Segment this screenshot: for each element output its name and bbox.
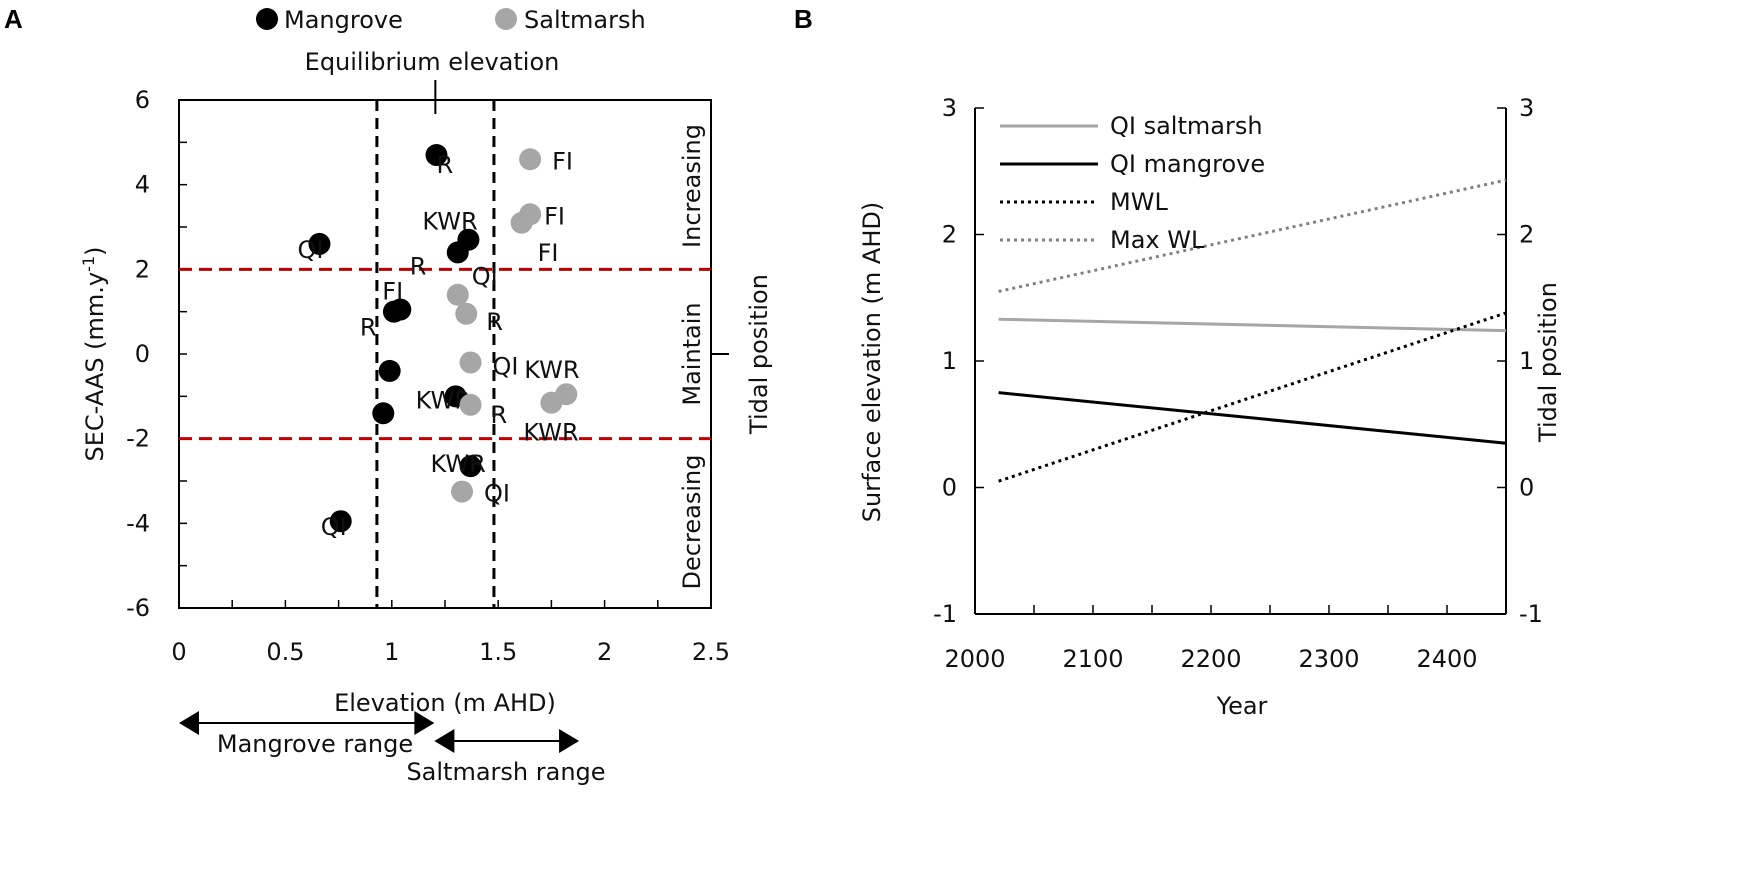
panel-a-legend: Mangrove Saltmarsh [256, 6, 646, 34]
saltmarsh-site-label: FI [552, 147, 573, 175]
panel-a-x-tick-label: 1.5 [479, 638, 517, 666]
panel-a-x-axis-title: Elevation (m AHD) [334, 689, 556, 717]
panel-b-left-y-tick-label: 1 [942, 347, 957, 375]
panel-a-y-tick-label: -2 [126, 425, 150, 453]
panel-b-right-y-tick-label: 2 [1519, 221, 1534, 249]
mangrove-site-label: FI [382, 278, 403, 306]
saltmarsh-point [459, 393, 482, 416]
panel-b-right-y-tick-label: 1 [1519, 347, 1534, 375]
panel-b-x-tick-label: 2000 [944, 645, 1005, 673]
panel-b-label: B [794, 4, 813, 34]
panel-b-x-axis-title: Year [1216, 692, 1268, 720]
saltmarsh-site-label: QI [472, 263, 498, 291]
panel-a-y-axis-title: SEC-AAS (mm.y-1) [79, 247, 109, 462]
saltmarsh-site-label: QI [484, 480, 510, 508]
zone-label-increasing: Increasing [678, 124, 706, 248]
saltmarsh-site-label: FI [538, 239, 559, 267]
legend-label-mangrove: Mangrove [284, 6, 403, 34]
mangrove-point [308, 232, 331, 255]
mangrove-point [425, 144, 448, 167]
panel-a-x-tick-label: 2.5 [692, 638, 730, 666]
panel-a-right-label: Tidal position [745, 274, 773, 435]
panel-b-left-y-tick-label: 0 [942, 474, 957, 502]
saltmarsh-point [451, 480, 474, 503]
legend-label-mwl: MWL [1110, 188, 1168, 216]
saltmarsh-site-label: QI [493, 352, 519, 380]
chart-marks: 0 0.5 1 1.5 2 2.5-6-4-20246RKWRRQIFIRKWRKWRQI… [126, 80, 1543, 753]
panel-b-x-tick-label: 2300 [1298, 645, 1359, 673]
y-title-sup: -1 [79, 256, 98, 272]
legend-marker-saltmarsh [495, 8, 517, 30]
panel-b-x-tick-label: 2100 [1062, 645, 1123, 673]
panel-b-x-tick-label: 2200 [1180, 645, 1241, 673]
zone-label-decreasing: Decreasing [678, 455, 706, 590]
mangrove-site-label: R [360, 314, 377, 342]
legend-marker-mangrove [256, 8, 278, 30]
mangrove-site-label: QI [297, 236, 323, 264]
panel-a-y-tick-label: 0 [135, 340, 150, 368]
panel-b-right-y-tick-label: 0 [1519, 474, 1534, 502]
saltmarsh-site-label: R [491, 401, 508, 429]
panel-a-x-tick-label: 0.5 [266, 638, 304, 666]
mangrove-site-label: KWR [422, 208, 477, 236]
panel-b-left-y-tick-label: 3 [942, 94, 957, 122]
panel-b-left-y-tick-label: 2 [942, 221, 957, 249]
range-arrow-head-right-1 [559, 729, 580, 753]
mangrove-range-label: Mangrove range [217, 730, 413, 758]
panel-a-y-tick-label: 4 [135, 171, 150, 199]
panel-a-y-tick-label: -4 [126, 509, 150, 537]
y-title-main: SEC-AAS (mm.y [81, 272, 109, 462]
mangrove-point [372, 402, 395, 425]
legend-label-max-wl: Max WL [1110, 226, 1205, 254]
panel-b-x-tick-label: 2400 [1416, 645, 1477, 673]
legend-label-qi-mangrove: QI mangrove [1110, 150, 1265, 178]
panel-b-right-y-tick-label: -1 [1519, 600, 1543, 628]
saltmarsh-range-label: Saltmarsh range [406, 758, 605, 786]
saltmarsh-site-label: KWR [523, 419, 578, 447]
range-arrow-head-left-1 [434, 729, 455, 753]
saltmarsh-point [519, 148, 542, 171]
mangrove-site-label: R [436, 151, 453, 179]
series-line-mwl [998, 311, 1507, 483]
mangrove-point [378, 359, 401, 382]
saltmarsh-point [459, 351, 482, 374]
series-line-max-wl [998, 178, 1507, 293]
mangrove-site-label: R [410, 252, 427, 280]
range-arrow-head-right-0 [414, 711, 435, 735]
panel-a-y-tick-label: 6 [135, 86, 150, 114]
panel-a-x-tick-label: 1 [384, 638, 399, 666]
range-arrow-head-left-0 [179, 711, 199, 735]
panel-a-y-tick-label: 2 [135, 255, 150, 283]
saltmarsh-site-label: R [486, 308, 503, 336]
legend-label-saltmarsh: Saltmarsh [524, 6, 646, 34]
mangrove-point [446, 241, 469, 264]
series-line-qi-mangrove [998, 391, 1507, 445]
saltmarsh-point [540, 391, 563, 414]
legend-label-qi-saltmarsh: QI saltmarsh [1110, 112, 1263, 140]
panel-a-y-tick-label: -6 [126, 594, 150, 622]
saltmarsh-point [455, 302, 478, 325]
y-title-end: ) [81, 247, 109, 256]
mangrove-point [459, 455, 482, 478]
saltmarsh-point [510, 211, 533, 234]
zone-label-maintain: Maintain [678, 302, 706, 405]
saltmarsh-point [446, 283, 469, 306]
equilibrium-label: Equilibrium elevation [305, 48, 560, 76]
panel-b-right-label: Tidal position [1534, 282, 1562, 443]
panel-b-y-axis-title: Surface elevation (m AHD) [858, 202, 886, 522]
mangrove-point [329, 510, 352, 533]
panel-b-left-y-tick-label: -1 [933, 600, 957, 628]
saltmarsh-site-label: FI [544, 202, 565, 230]
panel-a-label: A [4, 4, 23, 34]
panel-a-x-tick-label: 2 [597, 638, 612, 666]
mangrove-site-label: QI [321, 513, 347, 541]
series-line-qi-saltmarsh [998, 317, 1507, 333]
mangrove-site-label: KWR [431, 450, 486, 478]
panel-b-right-y-tick-label: 3 [1519, 94, 1534, 122]
saltmarsh-site-label: KWR [524, 356, 579, 384]
panel-a-x-tick-label: 0 [171, 638, 186, 666]
mangrove-point [382, 300, 405, 323]
